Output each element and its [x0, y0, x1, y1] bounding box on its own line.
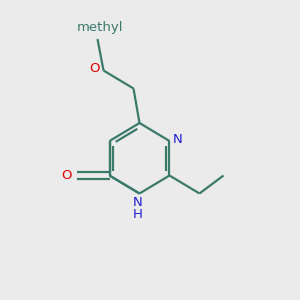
Text: N: N — [173, 133, 183, 146]
Text: methyl: methyl — [77, 22, 124, 34]
Text: O: O — [61, 169, 72, 182]
Text: N: N — [133, 196, 143, 209]
Text: O: O — [89, 62, 100, 76]
Text: H: H — [133, 208, 143, 221]
